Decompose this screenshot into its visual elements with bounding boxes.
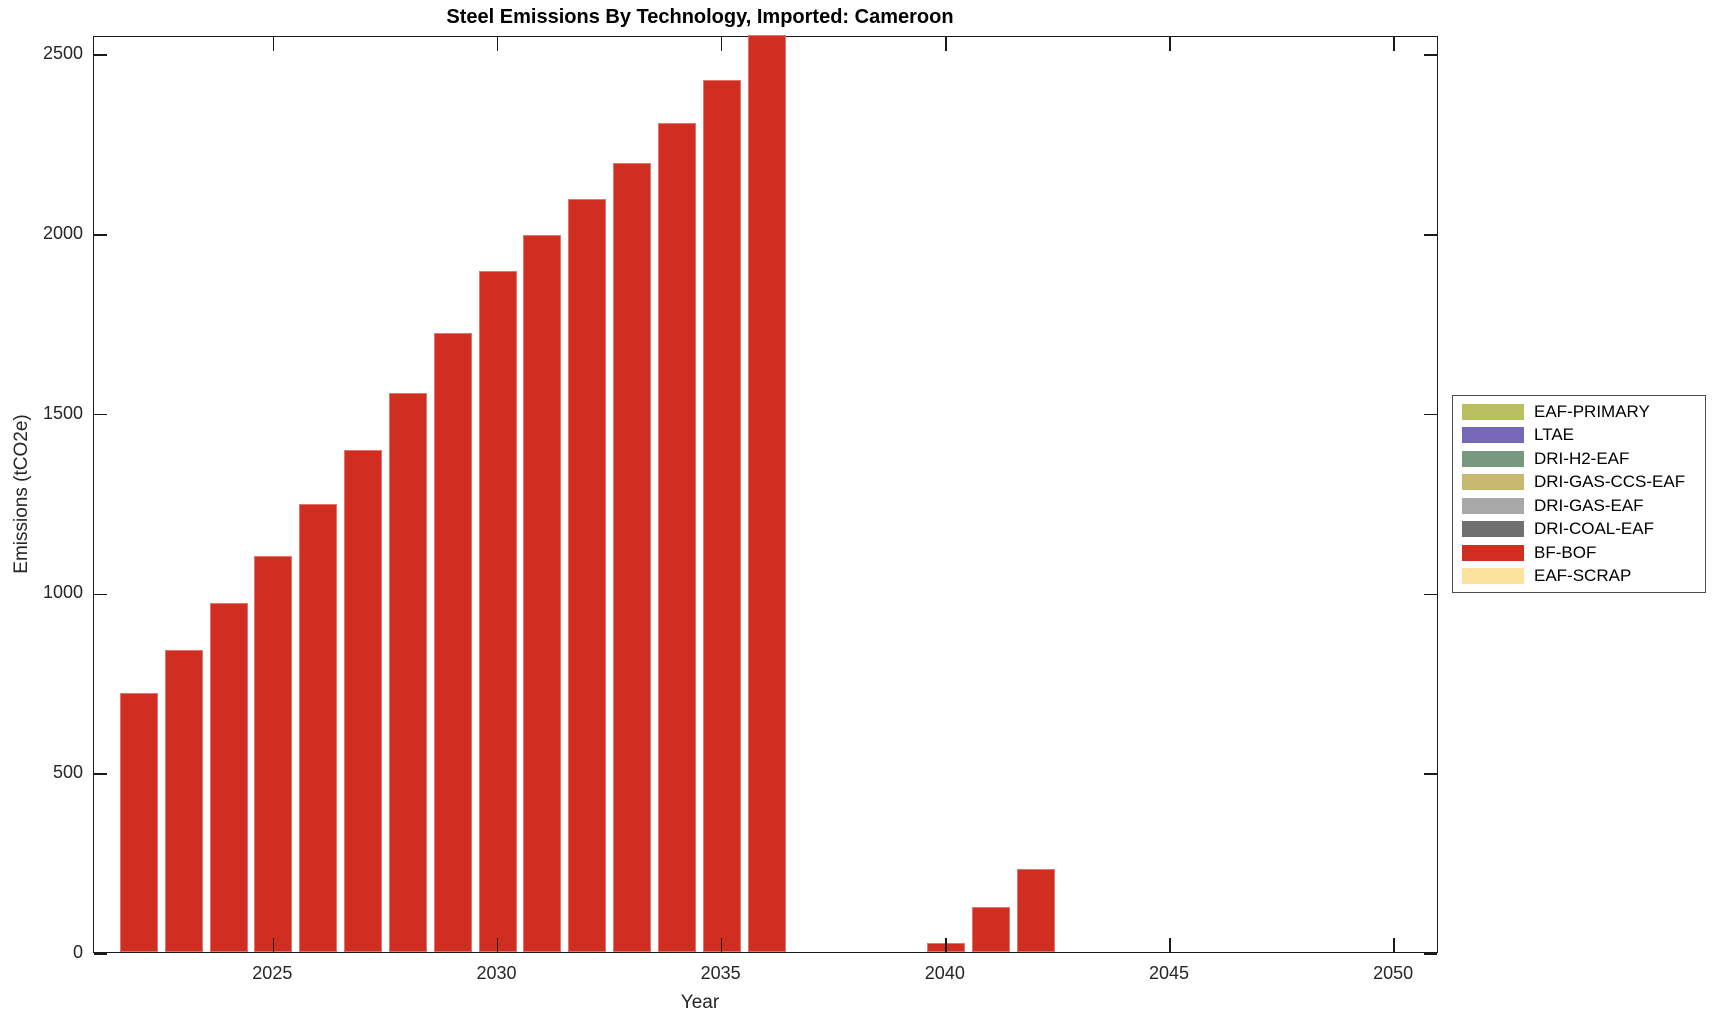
- y-tick-label: 1000: [42, 582, 83, 603]
- y-tick: [1424, 234, 1437, 236]
- y-tick: [1424, 593, 1437, 596]
- x-tick: [272, 37, 275, 51]
- y-tick: [1424, 953, 1437, 955]
- bar-2022: [119, 693, 158, 952]
- x-tick: [720, 37, 723, 51]
- legend-item-dri-gas-ccs-eaf: DRI-GAS-CCS-EAF: [1453, 471, 1705, 495]
- plot-area: [93, 35, 1438, 955]
- legend-label: LTAE: [1534, 425, 1574, 445]
- bar-2034: [657, 123, 696, 952]
- x-tick-label: 2035: [700, 963, 741, 983]
- y-tick-label: 0: [72, 942, 83, 962]
- y-tick: [94, 953, 107, 955]
- legend-label: BF-BOF: [1534, 542, 1597, 562]
- bar-2042: [1016, 869, 1055, 952]
- legend-label: DRI-H2-EAF: [1534, 448, 1630, 468]
- bar-2035: [702, 79, 741, 952]
- legend-item-dri-gas-eaf: DRI-GAS-EAF: [1453, 494, 1705, 518]
- y-tick: [1424, 773, 1437, 775]
- y-tick-label: 2500: [42, 42, 83, 63]
- y-tick: [94, 413, 107, 416]
- y-tick-label: 500: [52, 762, 83, 783]
- legend-swatch: [1462, 403, 1524, 420]
- legend-label: DRI-COAL-EAF: [1534, 519, 1654, 539]
- x-tick: [496, 938, 499, 952]
- legend-swatch: [1462, 544, 1524, 561]
- x-tick-label: 2045: [1148, 963, 1190, 983]
- bar-2041: [971, 907, 1010, 952]
- bar-2036: [747, 35, 786, 952]
- x-tick-label: 2025: [252, 963, 293, 983]
- x-tick: [945, 938, 947, 952]
- legend-item-eaf-primary: EAF-PRIMARY: [1453, 400, 1705, 424]
- x-axis-label: Year: [680, 992, 720, 1013]
- legend-item-eaf-scrap: EAF-SCRAP: [1453, 565, 1705, 589]
- legend-item-dri-h2-eaf: DRI-H2-EAF: [1453, 447, 1705, 471]
- legend-item-ltae: LTAE: [1453, 424, 1705, 448]
- y-tick-label: 2000: [42, 222, 83, 243]
- y-tick: [94, 773, 107, 775]
- y-axis-label: Emissions (tCO2e): [11, 414, 32, 574]
- x-tick-label: 2050: [1373, 963, 1414, 983]
- y-tick: [94, 234, 107, 236]
- x-tick: [272, 938, 275, 952]
- legend-swatch: [1462, 521, 1524, 538]
- chart-title: Steel Emissions By Technology, Imported:…: [446, 6, 954, 28]
- legend-swatch: [1462, 497, 1524, 514]
- bar-2023: [164, 649, 203, 952]
- bar-2025: [254, 556, 293, 952]
- y-tick: [1424, 54, 1437, 56]
- legend-item-dri-coal-eaf: DRI-COAL-EAF: [1453, 518, 1705, 542]
- bar-2028: [388, 392, 427, 952]
- x-tick: [1393, 37, 1395, 51]
- y-tick-label: 1500: [42, 402, 83, 423]
- x-tick: [945, 37, 947, 51]
- y-tick: [94, 593, 107, 596]
- bar-2027: [344, 450, 382, 952]
- x-tick: [1169, 37, 1171, 51]
- bar-2026: [299, 504, 338, 952]
- y-tick: [1424, 413, 1437, 416]
- x-tick-label: 2040: [924, 963, 965, 983]
- x-tick: [720, 938, 723, 952]
- bar-2031: [523, 234, 562, 952]
- x-tick: [496, 37, 499, 51]
- y-tick: [94, 54, 107, 56]
- legend-label: EAF-PRIMARY: [1534, 401, 1650, 421]
- legend-label: EAF-SCRAP: [1534, 566, 1632, 586]
- bar-2029: [433, 333, 472, 952]
- legend-label: DRI-GAS-EAF: [1534, 495, 1644, 515]
- legend-label: DRI-GAS-CCS-EAF: [1534, 472, 1686, 492]
- bar-2032: [568, 198, 607, 952]
- x-tick-label: 2030: [476, 963, 517, 983]
- x-tick: [1169, 938, 1171, 952]
- legend-swatch: [1462, 427, 1524, 444]
- x-tick: [1393, 938, 1395, 952]
- legend-item-bf-bof: BF-BOF: [1453, 541, 1705, 565]
- bar-2030: [478, 270, 517, 952]
- legend-swatch: [1462, 450, 1524, 467]
- bar-2033: [613, 162, 651, 952]
- legend-swatch: [1462, 568, 1524, 585]
- legend: EAF-PRIMARY LTAE DRI-H2-EAF DRI-GAS-CCS-EAF…: [1452, 395, 1706, 593]
- bar-2024: [209, 603, 248, 952]
- legend-swatch: [1462, 474, 1524, 491]
